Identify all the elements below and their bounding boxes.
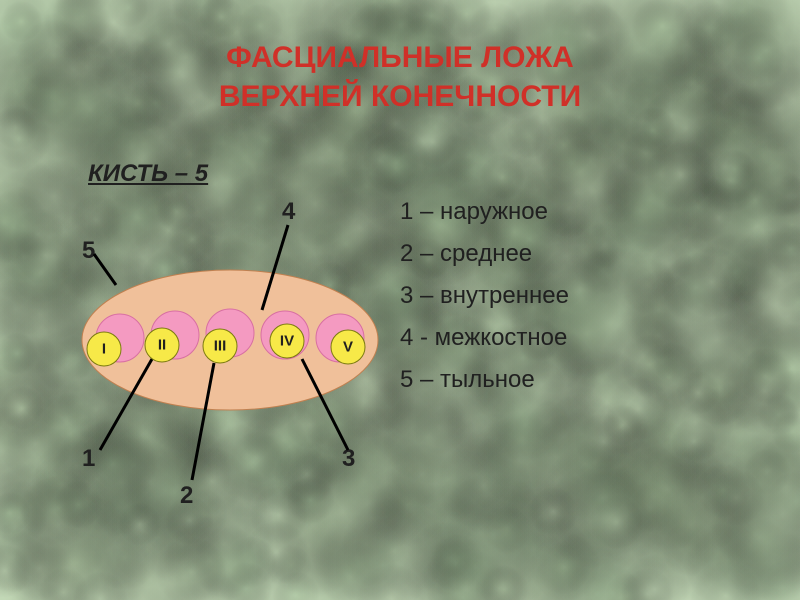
legend-item: 4 - межкостное <box>400 324 567 352</box>
slide-title: ФАСЦИАЛЬНЫЕ ЛОЖА ВЕРХНЕЙ КОНЕЧНОСТИ <box>0 38 800 116</box>
title-line-1: ФАСЦИАЛЬНЫЕ ЛОЖА <box>0 38 800 77</box>
lbl-2: 2 <box>180 482 193 510</box>
legend-item: 2 – среднее <box>400 240 532 268</box>
legend-item: 3 – внутреннее <box>400 282 569 310</box>
legend-item: 1 – наружное <box>400 198 548 226</box>
title-line-2: ВЕРХНЕЙ КОНЕЧНОСТИ <box>0 77 800 116</box>
roman-label-5: V <box>343 339 353 356</box>
line-5 <box>94 254 116 285</box>
subtitle: КИСТЬ – 5 <box>88 160 208 188</box>
roman-label-1: I <box>102 341 106 358</box>
roman-label-3: III <box>214 338 227 355</box>
lbl-4: 4 <box>282 198 295 226</box>
slide-content: ФАСЦИАЛЬНЫЕ ЛОЖА ВЕРХНЕЙ КОНЕЧНОСТИ КИСТ… <box>0 0 800 600</box>
legend-item: 5 – тыльное <box>400 366 535 394</box>
roman-label-2: II <box>158 337 166 354</box>
roman-label-4: IV <box>280 333 294 350</box>
diagram: IIIIIIIVV <box>70 225 390 485</box>
